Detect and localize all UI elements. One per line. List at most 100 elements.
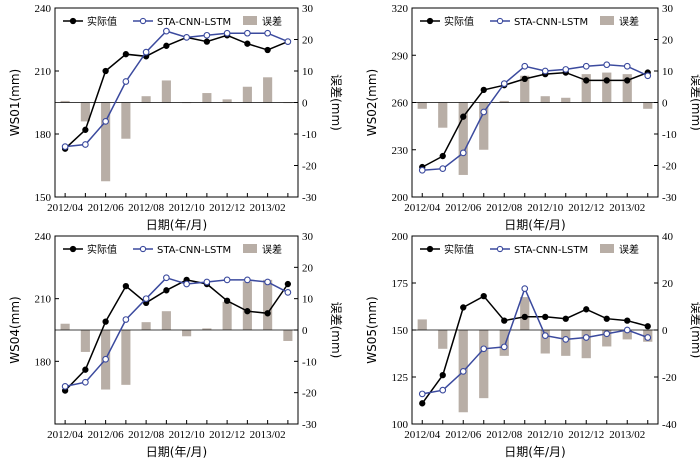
predicted-point bbox=[582, 334, 590, 341]
predicted-point bbox=[603, 330, 611, 338]
y-tick-label: 150 bbox=[35, 192, 52, 204]
y-tick-label: 320 bbox=[392, 3, 409, 15]
legend-label: 误差 bbox=[262, 15, 282, 28]
predicted-point bbox=[439, 165, 447, 172]
error-bar bbox=[242, 281, 252, 330]
actual-point bbox=[644, 323, 651, 330]
predicted-point bbox=[284, 38, 292, 45]
actual-point bbox=[603, 77, 610, 84]
predicted-point bbox=[418, 166, 426, 174]
y2-tick-label: 0 bbox=[302, 98, 308, 110]
series-line-1 bbox=[64, 279, 289, 392]
y-axis-title: WS04(mm) bbox=[8, 296, 22, 364]
actual-point bbox=[163, 287, 170, 294]
y2-tick-label: 10 bbox=[302, 294, 314, 306]
error-bar bbox=[182, 330, 192, 337]
error-bar bbox=[540, 330, 550, 354]
predicted-point bbox=[644, 72, 652, 80]
y-axis-title: WS01(mm) bbox=[8, 69, 22, 137]
legend-label: 实际值 bbox=[444, 15, 474, 28]
y2-tick-label: -10 bbox=[662, 129, 677, 141]
x-tick-label: 2012/04 bbox=[404, 202, 441, 214]
error-bar bbox=[499, 100, 509, 103]
y2-tick-label: -20 bbox=[302, 388, 317, 400]
legend-label: 实际值 bbox=[87, 243, 117, 256]
predicted-point bbox=[541, 332, 549, 339]
error-bar bbox=[417, 319, 427, 330]
error-bar bbox=[161, 80, 171, 103]
error-bar bbox=[60, 323, 70, 330]
legend-marker bbox=[496, 245, 504, 253]
series-line-1 bbox=[64, 34, 289, 150]
error-bar bbox=[479, 102, 489, 150]
y-tick-label: 180 bbox=[35, 129, 52, 141]
error-bar bbox=[242, 86, 252, 103]
y2-tick-label: -20 bbox=[662, 372, 677, 384]
actual-point bbox=[603, 315, 610, 322]
actual-point bbox=[284, 280, 292, 288]
actual-point bbox=[203, 38, 211, 45]
actual-point bbox=[501, 317, 508, 324]
actual-point bbox=[583, 77, 590, 84]
legend-item-3: 误差 bbox=[243, 243, 282, 256]
y-tick-label: 260 bbox=[392, 98, 409, 110]
actual-point bbox=[264, 46, 271, 54]
actual-point bbox=[102, 67, 109, 75]
error-bar bbox=[479, 330, 489, 399]
predicted-point bbox=[603, 61, 611, 69]
y-tick-label: 200 bbox=[392, 192, 409, 204]
predicted-point bbox=[142, 48, 150, 56]
series-line-1 bbox=[421, 71, 649, 168]
predicted-point bbox=[418, 390, 426, 398]
predicted-point bbox=[264, 278, 271, 286]
legend-label: 误差 bbox=[619, 15, 639, 28]
predicted-point bbox=[562, 336, 570, 343]
legend-item-2: STA-CNN-LSTM bbox=[133, 245, 231, 256]
error-bar bbox=[622, 74, 632, 103]
legend-marker bbox=[139, 17, 147, 25]
predicted-point bbox=[122, 316, 130, 323]
x-tick-label: 2012/04 bbox=[47, 202, 84, 214]
x-tick-label: 2012/06 bbox=[445, 429, 482, 441]
y2-tick-label: 40 bbox=[662, 231, 674, 243]
actual-point bbox=[82, 126, 89, 133]
x-axis-title: 日期(年/月) bbox=[146, 445, 207, 459]
actual-point bbox=[223, 297, 231, 304]
predicted-point bbox=[244, 29, 251, 37]
error-bar bbox=[520, 75, 530, 103]
legend-item-2: STA-CNN-LSTM bbox=[490, 245, 588, 256]
y2-axis-title: 误差(mm) bbox=[689, 74, 700, 131]
y-tick-label: 100 bbox=[392, 419, 409, 431]
x-tick-label: 2012/12 bbox=[568, 429, 604, 441]
actual-point bbox=[542, 313, 549, 320]
predicted-point bbox=[244, 276, 251, 284]
y2-tick-label: -30 bbox=[662, 192, 677, 204]
x-tick-label: 2012/06 bbox=[445, 202, 482, 214]
predicted-point bbox=[264, 29, 271, 37]
predicted-point bbox=[183, 280, 190, 288]
error-bar bbox=[581, 74, 591, 103]
y2-axis-title: 误差(mm) bbox=[329, 302, 343, 359]
actual-point bbox=[460, 304, 467, 311]
error-bar bbox=[643, 102, 653, 109]
error-bar bbox=[622, 330, 632, 340]
predicted-point bbox=[102, 355, 109, 363]
legend-item-3: 误差 bbox=[600, 243, 639, 256]
y-tick-label: 240 bbox=[35, 231, 52, 243]
series-line-1 bbox=[421, 295, 648, 404]
predicted-point bbox=[623, 62, 631, 70]
error-bar bbox=[101, 102, 111, 182]
error-bar bbox=[561, 330, 571, 356]
predicted-point bbox=[203, 278, 211, 286]
error-bar bbox=[263, 77, 273, 103]
y-tick-label: 125 bbox=[392, 372, 409, 384]
legend-item-2: STA-CNN-LSTM bbox=[490, 17, 588, 28]
error-bar bbox=[141, 96, 151, 103]
actual-point bbox=[439, 152, 446, 160]
y2-tick-label: 20 bbox=[662, 278, 674, 290]
error-bar bbox=[458, 102, 468, 175]
predicted-point bbox=[480, 345, 488, 353]
x-tick-label: 2012/12 bbox=[209, 202, 245, 214]
error-bar bbox=[602, 330, 612, 347]
